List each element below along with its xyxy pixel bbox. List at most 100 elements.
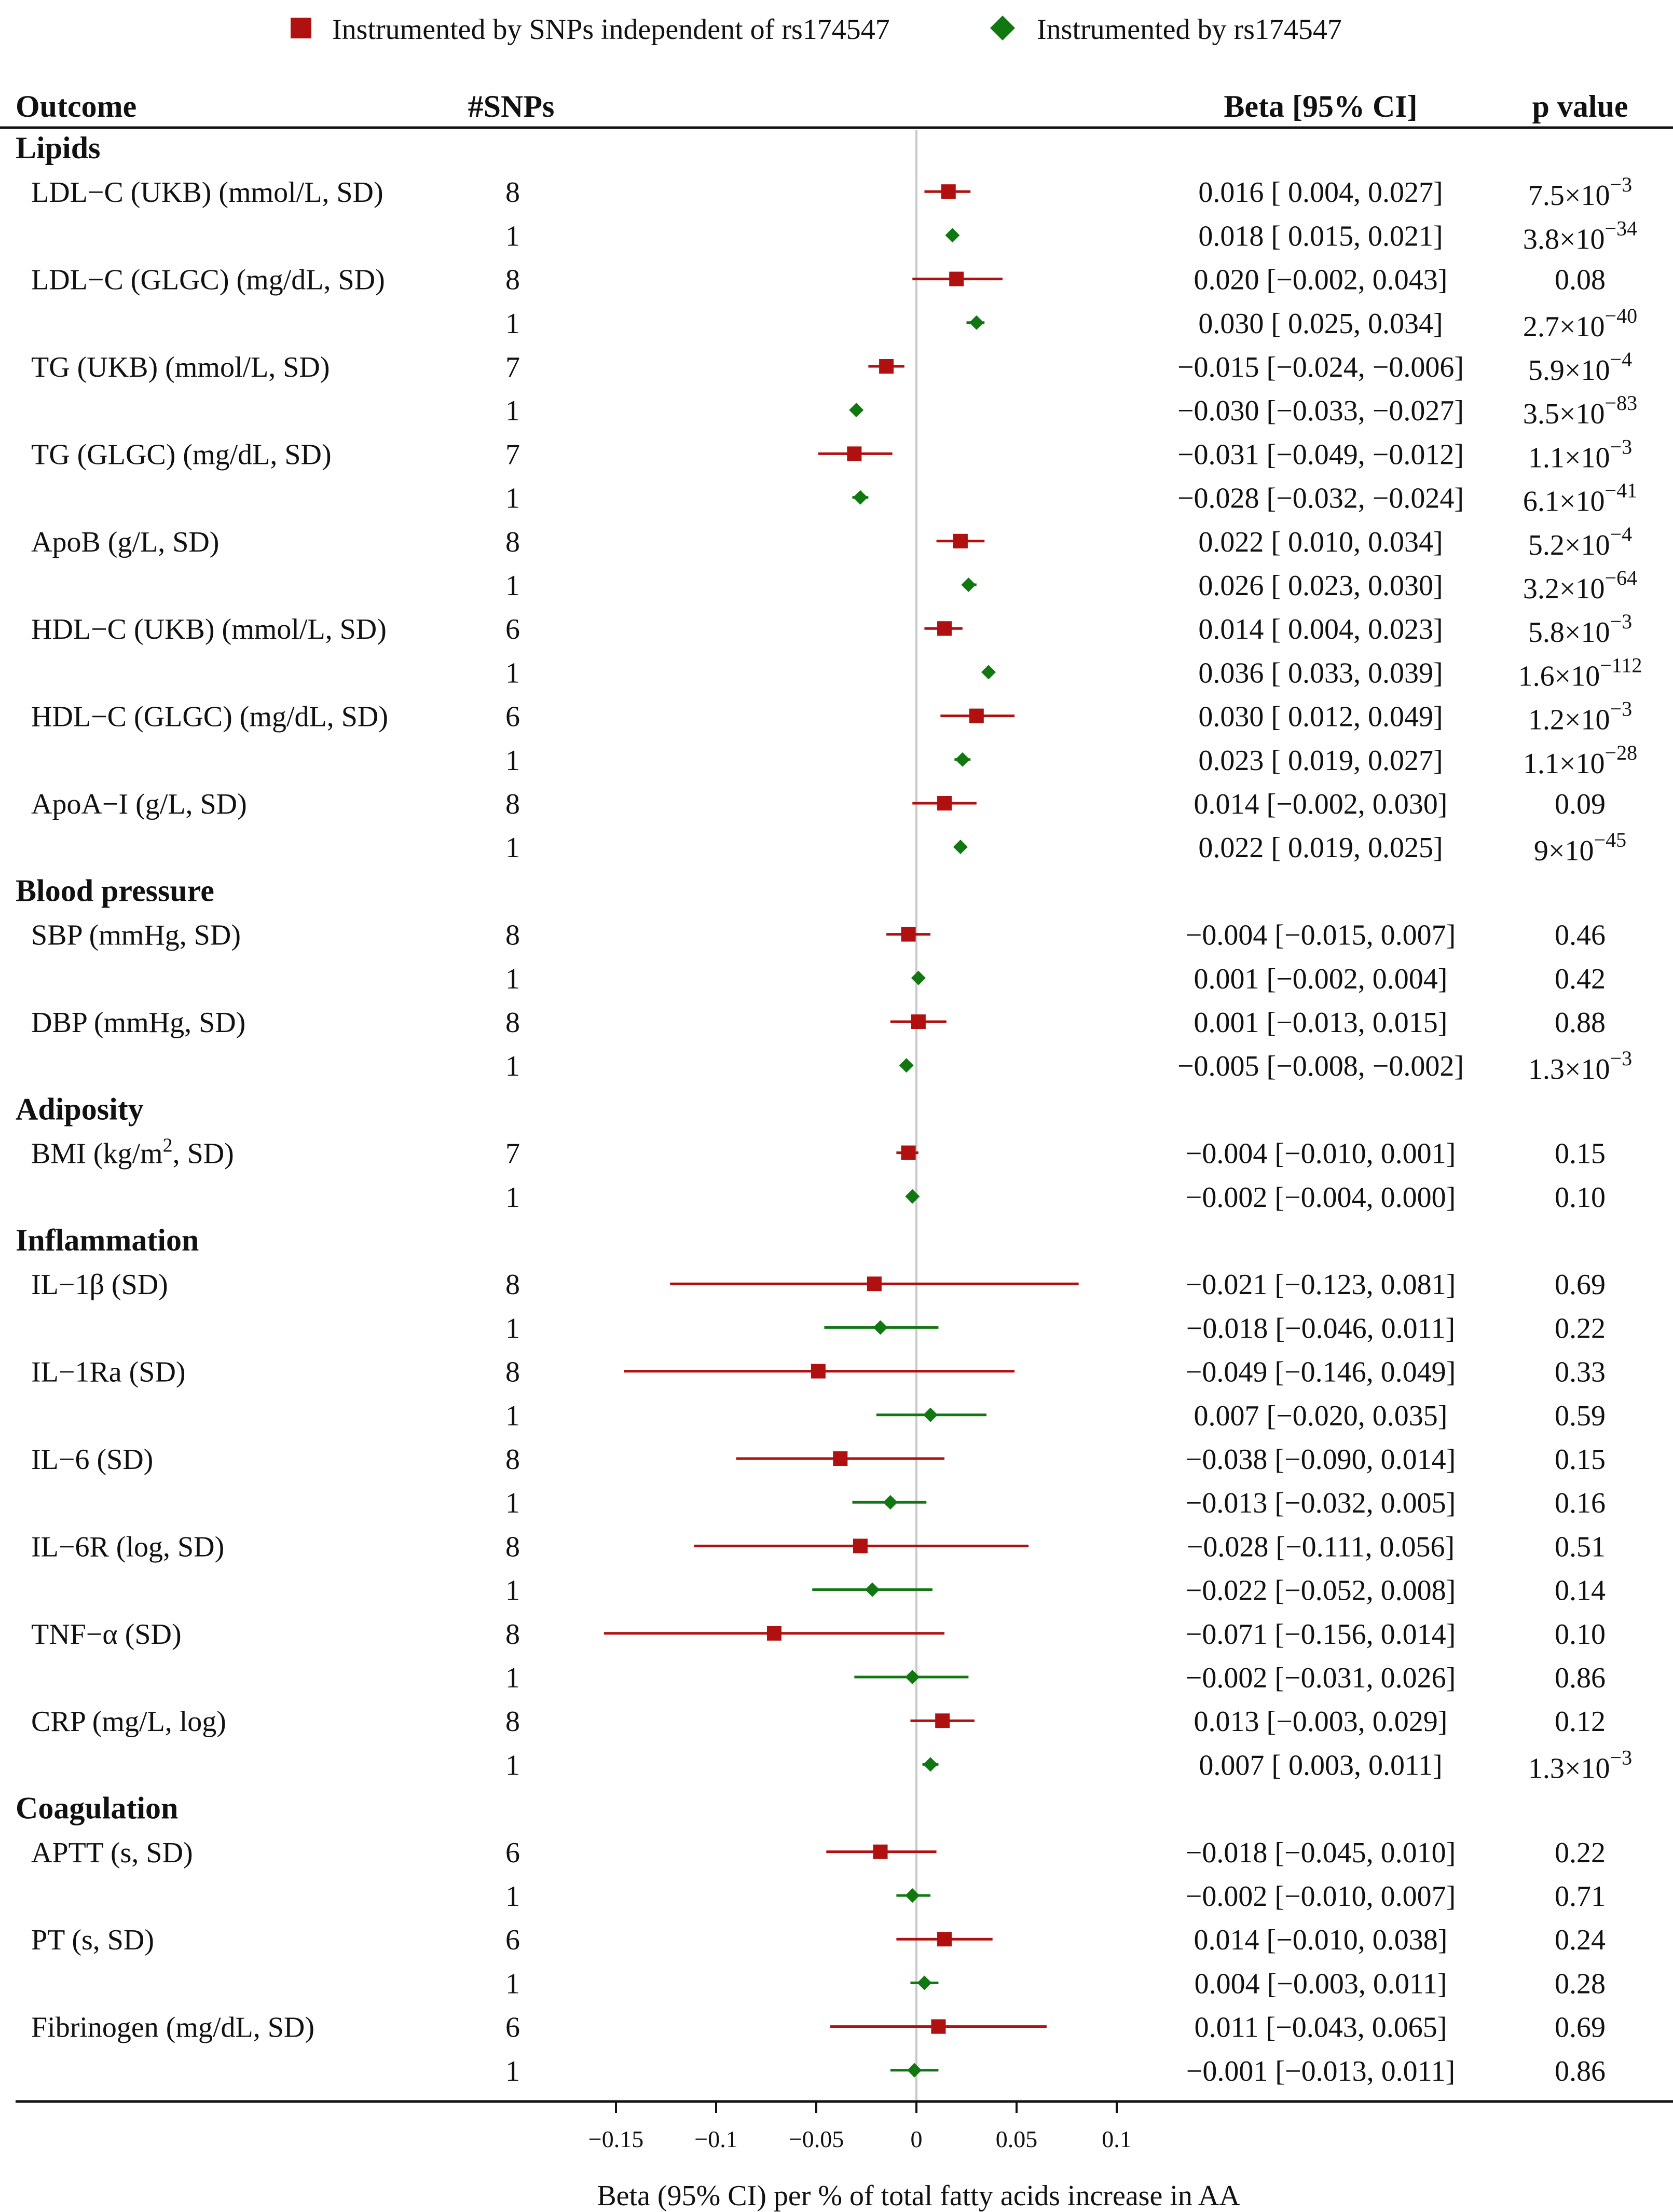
nsnps-value: 1 — [505, 1487, 520, 1519]
nsnps-value: 1 — [505, 832, 520, 864]
table-header: Outcome #SNPs Beta [95% CI] p value — [16, 89, 1628, 123]
p-base: 10 — [1576, 486, 1605, 518]
nsnps-value: 1 — [505, 1662, 520, 1694]
outcome-label: Fibrinogen (mg/dL, SD) — [31, 2012, 314, 2044]
nsnps-value: 6 — [505, 701, 520, 733]
beta-ci-value: 0.018 [ 0.015, 0.021] — [1198, 220, 1443, 252]
p-value: 0.15 — [1555, 1444, 1606, 1476]
point-estimate-square — [949, 271, 964, 286]
outcome-label: HDL−C (UKB) (mmol/L, SD) — [31, 613, 387, 645]
p-mantissa: 1.2× — [1528, 704, 1581, 736]
p-value: 0.22 — [1555, 1312, 1606, 1344]
p-base: 10 — [1581, 1752, 1610, 1784]
beta-ci-value: −0.030 [−0.033, −0.027] — [1177, 395, 1464, 427]
p-value: 9×10−45 — [1534, 828, 1626, 867]
beta-ci-value: 0.026 [ 0.023, 0.030] — [1198, 570, 1443, 602]
beta-ci-value: −0.004 [−0.015, 0.007] — [1186, 919, 1456, 952]
beta-ci-value: −0.038 [−0.090, 0.014] — [1186, 1444, 1456, 1476]
p-value: 0.51 — [1555, 1531, 1606, 1563]
p-mantissa: 3.8× — [1523, 223, 1576, 255]
legend-diamond-marker — [990, 16, 1015, 40]
point-estimate-diamond — [981, 665, 996, 680]
outcome-label: IL−1β (SD) — [31, 1269, 168, 1301]
point-estimate-diamond — [923, 1757, 938, 1772]
outcome-label-text: DBP (mmHg, SD) — [31, 1007, 245, 1039]
beta-ci-value: 0.030 [ 0.025, 0.034] — [1198, 308, 1443, 340]
section-heading: Adiposity — [16, 1092, 144, 1126]
outcome-label-text: IL−6 (SD) — [31, 1444, 153, 1476]
nsnps-value: 1 — [505, 1968, 520, 2000]
outcome-label: HDL−C (GLGC) (mg/dL, SD) — [31, 701, 388, 733]
p-base: 10 — [1581, 354, 1610, 387]
nsnps-value: 1 — [505, 745, 520, 777]
p-value: 0.15 — [1555, 1138, 1606, 1170]
nsnps-value: 7 — [505, 351, 520, 383]
p-exponent: −3 — [1610, 1746, 1633, 1769]
point-estimate-diamond — [905, 1189, 920, 1204]
beta-ci-value: −0.071 [−0.156, 0.014] — [1186, 1618, 1456, 1651]
point-estimate-diamond — [911, 970, 926, 985]
outcome-label-text: HDL−C (UKB) (mmol/L, SD) — [31, 613, 387, 645]
beta-ci-value: 0.020 [−0.002, 0.043] — [1194, 264, 1448, 296]
outcome-label-text: IL−1β (SD) — [31, 1269, 168, 1301]
p-exponent: −3 — [1610, 610, 1633, 633]
point-estimate-square — [941, 184, 956, 199]
nsnps-value: 8 — [505, 1618, 520, 1651]
nsnps-value: 8 — [505, 1531, 520, 1563]
p-base: 10 — [1581, 529, 1610, 561]
legend-square-marker — [291, 18, 311, 38]
p-value: 5.2×10−4 — [1528, 523, 1632, 561]
p-value: 3.2×10−64 — [1523, 566, 1637, 605]
outcome-label: APTT (s, SD) — [31, 1837, 193, 1869]
p-value: 0.10 — [1555, 1618, 1606, 1651]
x-tick-label: 0.05 — [996, 2126, 1038, 2152]
p-value: 0.16 — [1555, 1487, 1606, 1519]
p-value: 0.14 — [1555, 1575, 1606, 1607]
forest-marks — [604, 184, 1079, 2078]
p-value: 0.22 — [1555, 1837, 1606, 1869]
p-mantissa: 7.5× — [1528, 180, 1581, 212]
header-pvalue: p value — [1532, 89, 1628, 123]
point-estimate-square — [833, 1451, 848, 1466]
beta-ci-value: −0.049 [−0.146, 0.049] — [1186, 1356, 1456, 1389]
beta-ci-value: −0.002 [−0.010, 0.007] — [1186, 1880, 1456, 1913]
nsnps-value: 8 — [505, 788, 520, 820]
outcome-label: IL−1Ra (SD) — [31, 1356, 186, 1389]
p-value: 0.33 — [1555, 1356, 1606, 1389]
nsnps-value: 1 — [505, 1749, 520, 1781]
outcome-label-text: BMI (kg/m — [31, 1138, 163, 1170]
outcome-label-tail: , SD) — [173, 1138, 234, 1170]
p-value: 0.42 — [1555, 963, 1606, 995]
outcome-label-text: TG (GLGC) (mg/dL, SD) — [31, 438, 332, 471]
p-mantissa: 1.1× — [1523, 748, 1576, 780]
p-base: 10 — [1581, 180, 1610, 212]
beta-ci-value: 0.023 [ 0.019, 0.027] — [1198, 745, 1443, 777]
legend: Instrumented by SNPs independent of rs17… — [291, 13, 1342, 46]
point-estimate-square — [969, 708, 984, 723]
p-base: 10 — [1576, 748, 1605, 780]
p-exponent: −28 — [1605, 741, 1638, 764]
nsnps-value: 1 — [505, 570, 520, 602]
p-value: 1.6×10−112 — [1518, 653, 1642, 692]
outcome-label: DBP (mmHg, SD) — [31, 1007, 245, 1039]
point-estimate-diamond — [883, 1495, 898, 1510]
point-estimate-diamond — [953, 840, 968, 855]
header-nsnps: #SNPs — [468, 89, 555, 123]
beta-ci-value: −0.028 [−0.032, −0.024] — [1177, 483, 1464, 515]
outcome-label-sup: 2 — [163, 1135, 173, 1157]
p-base: 10 — [1571, 660, 1600, 692]
point-estimate-square — [937, 1932, 952, 1947]
p-value: 3.8×10−34 — [1523, 216, 1637, 255]
beta-ci-value: 0.007 [ 0.003, 0.011] — [1199, 1749, 1442, 1781]
nsnps-value: 1 — [505, 1400, 520, 1432]
outcome-label: TG (GLGC) (mg/dL, SD) — [31, 438, 332, 471]
beta-ci-value: −0.002 [−0.004, 0.000] — [1186, 1181, 1456, 1214]
p-value: 0.10 — [1555, 1181, 1606, 1214]
nsnps-value: 1 — [505, 483, 520, 515]
outcome-label-text: CRP (mg/L, log) — [31, 1706, 226, 1738]
beta-ci-value: 0.014 [ 0.004, 0.023] — [1198, 613, 1443, 645]
point-estimate-square — [811, 1364, 826, 1379]
x-axis-ticks: −0.15 −0.1 −0.05 0 0.05 0.1 — [588, 2101, 1132, 2152]
p-value: 1.2×10−3 — [1528, 697, 1632, 736]
beta-ci-value: 0.036 [ 0.033, 0.039] — [1198, 657, 1443, 689]
